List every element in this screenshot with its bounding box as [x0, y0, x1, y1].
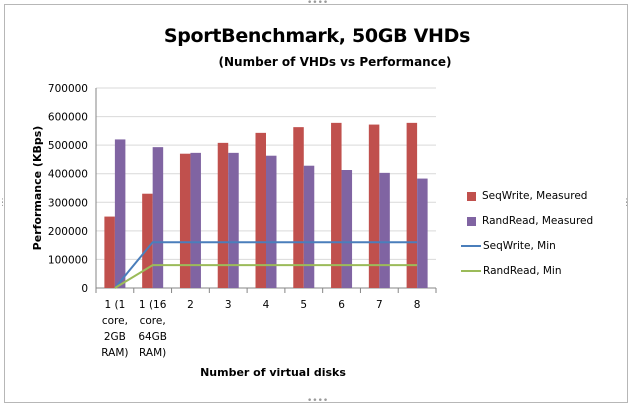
legend-label: SeqWrite, Measured — [482, 190, 588, 202]
legend-label: SeqWrite, Min — [483, 240, 556, 252]
bar-randread-measured — [341, 170, 353, 288]
x-tick-label: 2 — [187, 299, 194, 311]
legend-label: RandRead, Min — [483, 265, 562, 277]
chart-title: SportBenchmark, 50GB VHDs — [163, 25, 471, 47]
legend-line-marker — [461, 245, 481, 247]
y-axis-title: Performance (KBps) — [31, 126, 44, 251]
bar-seqwrite-measured — [368, 124, 380, 288]
bar-seqwrite-measured — [104, 216, 115, 288]
resize-handle-bottom[interactable]: •••• — [307, 396, 329, 406]
legend-swatch — [467, 216, 476, 226]
bar-randread-measured — [190, 152, 201, 288]
x-tick-label: 5 — [300, 299, 307, 311]
resize-handle-right[interactable]: :: — [625, 196, 629, 209]
bar-seqwrite-measured — [179, 153, 191, 288]
resize-handle-top[interactable]: •••• — [307, 0, 329, 8]
x-tick-label: 7 — [376, 299, 383, 311]
bar-randread-measured — [379, 172, 390, 288]
y-tick-label: 300000 — [48, 197, 88, 209]
legend-label: RandRead, Measured — [482, 215, 594, 227]
bar-seqwrite-measured — [293, 127, 304, 289]
x-tick-label: 4 — [263, 299, 270, 311]
bar-randread-measured — [228, 152, 239, 288]
y-tick-label: 500000 — [48, 140, 88, 152]
x-tick-label: 3 — [225, 299, 232, 311]
y-tick-label: 600000 — [48, 112, 88, 124]
bar-seqwrite-measured — [142, 193, 153, 288]
x-axis-title: Number of virtual disks — [200, 366, 346, 379]
bar-randread-measured — [152, 147, 164, 288]
y-tick-label: 200000 — [48, 226, 88, 238]
y-tick-label: 700000 — [48, 83, 88, 95]
x-tick-label: 1 (1 core, 2GB RAM) — [101, 299, 128, 359]
legend-line-marker — [461, 270, 481, 272]
x-tick-label: 6 — [338, 299, 345, 311]
x-tick-label: 1 (16 core, 64GB RAM) — [138, 299, 167, 359]
bar-seqwrite-measured — [406, 122, 418, 288]
y-tick-label: 400000 — [48, 169, 88, 181]
legend-swatch — [467, 191, 476, 201]
y-tick-label: 100000 — [48, 254, 88, 266]
y-tick-label: 0 — [81, 283, 88, 295]
chart-subtitle: (Number of VHDs vs Performance) — [218, 55, 452, 69]
legend-item: RandRead, Measured — [467, 213, 593, 229]
legend-item: SeqWrite, Min — [461, 238, 556, 254]
line-randread-min — [114, 264, 418, 289]
bar-randread-measured — [417, 178, 428, 288]
bar-seqwrite-measured — [217, 142, 229, 288]
resize-handle-left[interactable]: :: — [1, 196, 5, 209]
x-tick-label: 8 — [414, 299, 421, 311]
bar-seqwrite-measured — [331, 122, 342, 288]
bar-seqwrite-measured — [255, 132, 266, 288]
legend-item: RandRead, Min — [461, 263, 562, 279]
line-seqwrite-min — [114, 241, 418, 289]
legend-item: SeqWrite, Measured — [467, 188, 587, 204]
bar-randread-measured — [303, 165, 315, 288]
bar-randread-measured — [114, 139, 126, 288]
bar-randread-measured — [266, 155, 277, 288]
